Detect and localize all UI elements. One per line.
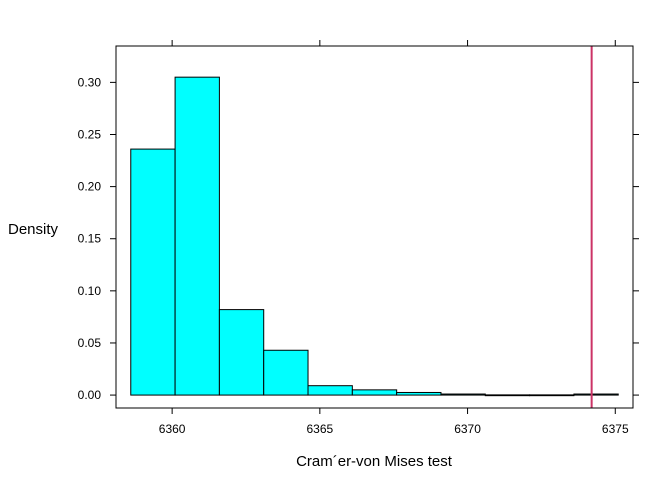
y-tick-label: 0.05 [78,336,102,350]
x-axis-ticks: 6360 6365 6370 6375 [159,40,629,436]
x-tick-label: 6360 [159,422,186,436]
x-tick-label: 6375 [602,422,629,436]
histogram-bar-6 [396,391,442,396]
y-axis-ticks: 0.00 0.05 0.10 0.15 0.20 0.25 0.30 [78,75,639,402]
histogram-bar-4 [307,385,353,396]
y-tick-label: 0.10 [78,284,102,298]
x-tick-label: 6365 [306,422,333,436]
y-axis-title: Density [8,221,59,238]
y-tick-label: 0.25 [78,127,102,141]
x-tick-label: 6370 [454,422,481,436]
x-axis-title: Cram´er-von Mises test [296,453,453,470]
histogram-bar-7 [440,393,486,396]
histogram-bar-10 [573,393,619,396]
y-tick-label: 0.20 [78,180,102,194]
y-tick-label: 0.30 [78,75,102,89]
histogram-bar-3 [263,349,309,396]
histogram-bars [130,76,619,397]
histogram-bar-2 [218,309,265,396]
histogram-bar-9 [529,394,575,397]
y-tick-label: 0.15 [78,232,102,246]
histogram-bar-5 [351,389,398,396]
plot-frame [115,45,634,409]
histogram-bar-8 [484,394,531,397]
y-tick-label: 0.00 [78,388,102,402]
histogram-bar-0 [130,148,176,396]
histogram-bar-1 [174,76,220,396]
